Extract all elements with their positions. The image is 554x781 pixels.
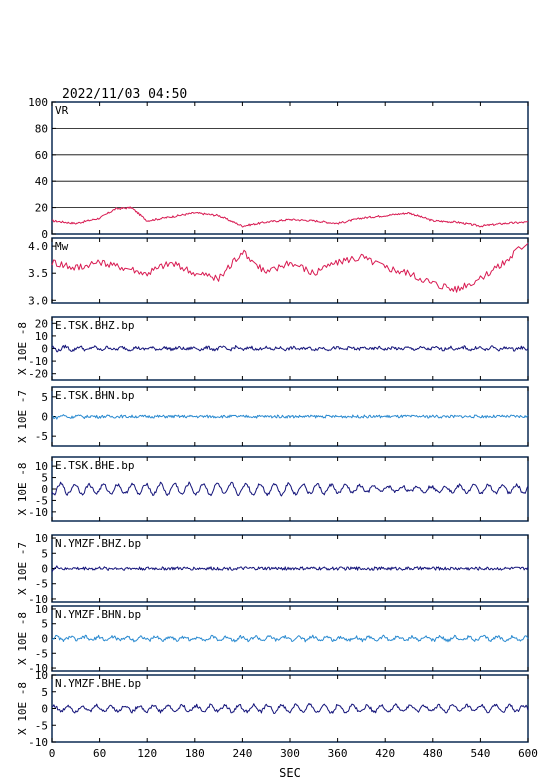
series-line-n-ymzf-bhz-bp — [51, 565, 529, 572]
panel-mw: 3.0 3.5 4.0 Mw — [28, 237, 529, 307]
y-tick-label: 5 — [41, 618, 48, 631]
panel-n-ymzf-bhz-bp: -10 -5 0 5 10 X 10E -7 N.YMZF.BHZ.bp — [16, 532, 529, 606]
unit-label: X 10E -8 — [16, 463, 29, 516]
y-tick-label: 5 — [41, 391, 48, 404]
y-tick-label: 60 — [35, 149, 48, 162]
y-tick-label: -10 — [28, 736, 48, 749]
y-tick-label: 10 — [35, 603, 48, 616]
series-line-n-ymzf-bhe-bp — [52, 702, 529, 714]
y-tick-label: 5 — [41, 472, 48, 485]
x-tick-label: 540 — [470, 747, 490, 760]
panel-label: Mw — [55, 240, 69, 253]
x-tick-label: 300 — [280, 747, 300, 760]
series-line-mw — [51, 243, 529, 293]
x-tick-label: 600 — [518, 747, 538, 760]
y-tick-label: 0 — [41, 483, 48, 496]
x-axis-label: SEC — [279, 766, 301, 780]
y-tick-label: 0 — [41, 633, 48, 646]
y-tick-label: 0 — [41, 703, 48, 716]
panel-vr: 0 20 40 60 80 100 VR — [28, 96, 529, 241]
y-tick-label: -5 — [35, 647, 48, 660]
unit-label: X 10E -7 — [16, 542, 29, 595]
x-tick-label: 120 — [137, 747, 157, 760]
y-tick-label: 0 — [41, 228, 48, 241]
panel-label: N.YMZF.BHE.bp — [55, 677, 141, 690]
x-tick-label: 0 — [49, 747, 56, 760]
y-tick-label: 5 — [41, 686, 48, 699]
y-tick-label: 0 — [41, 563, 48, 576]
y-tick-label: -5 — [35, 578, 48, 591]
y-tick-label: 3.5 — [28, 267, 48, 280]
series-line-e-tsk-bhe-bp — [51, 481, 529, 497]
y-tick-label: -5 — [35, 719, 48, 732]
series-line-vr — [51, 206, 528, 228]
series-line-e-tsk-bhz-bp — [51, 344, 529, 353]
y-tick-label: -5 — [35, 430, 48, 443]
y-tick-label: 5 — [41, 547, 48, 560]
y-tick-label: 10 — [35, 532, 48, 545]
panel-e-tsk-bhn-bp: -5 0 5 X 10E -7 E.TSK.BHN.bp — [16, 386, 529, 447]
unit-label: X 10E -8 — [16, 322, 29, 375]
x-tick-label: 180 — [185, 747, 205, 760]
panel-label: E.TSK.BHE.bp — [55, 459, 134, 472]
y-tick-label: 80 — [35, 122, 48, 135]
panel-label: N.YMZF.BHN.bp — [55, 608, 141, 621]
y-tick-label: 40 — [35, 175, 48, 188]
panel-n-ymzf-bhn-bp: -10 -50 5 10 X 10E -8 N.YMZF.BHN.bp — [16, 603, 529, 675]
series-line-e-tsk-bhn-bp — [51, 414, 529, 420]
panel-n-ymzf-bhe-bp: -10 -5 0 5 10 X 10E -8 N.YMZF.BHE.bp — [16, 669, 529, 749]
y-tick-label: -10 — [28, 662, 48, 675]
panel-label: N.YMZF.BHZ.bp — [55, 537, 141, 550]
series-line-n-ymzf-bhn-bp — [51, 634, 529, 643]
panel-frame — [51, 101, 529, 235]
panel-label: E.TSK.BHN.bp — [55, 389, 134, 402]
unit-label: X 10E -8 — [16, 612, 29, 665]
y-tick-label: 20 — [35, 202, 48, 215]
y-tick-label: 3.0 — [28, 294, 48, 307]
y-tick-label: 0 — [41, 343, 48, 356]
y-tick-label: 10 — [35, 460, 48, 473]
y-tick-label: 0 — [41, 411, 48, 424]
x-tick-label: 240 — [232, 747, 252, 760]
y-tick-label: -20 — [28, 368, 48, 381]
y-tick-label: -10 — [28, 506, 48, 519]
panel-label: E.TSK.BHZ.bp — [55, 319, 134, 332]
unit-label: X 10E -7 — [16, 390, 29, 443]
x-tick-label: 420 — [375, 747, 395, 760]
x-tick-label: 60 — [93, 747, 106, 760]
x-tick-label: 360 — [328, 747, 348, 760]
y-tick-label: 10 — [35, 669, 48, 682]
y-tick-label: -10 — [28, 355, 48, 368]
panel-label: VR — [55, 104, 69, 117]
x-tick-label: 480 — [423, 747, 443, 760]
y-tick-label: 4.0 — [28, 240, 48, 253]
y-tick-label: -5 — [35, 494, 48, 507]
y-tick-label: 20 — [35, 317, 48, 330]
y-tick-label: -10 — [28, 593, 48, 606]
y-tick-label: 10 — [35, 330, 48, 343]
figure-title: 2022/11/03 04:50 — [62, 87, 187, 102]
unit-label: X 10E -8 — [16, 682, 29, 735]
y-tick-label: 100 — [28, 96, 48, 109]
